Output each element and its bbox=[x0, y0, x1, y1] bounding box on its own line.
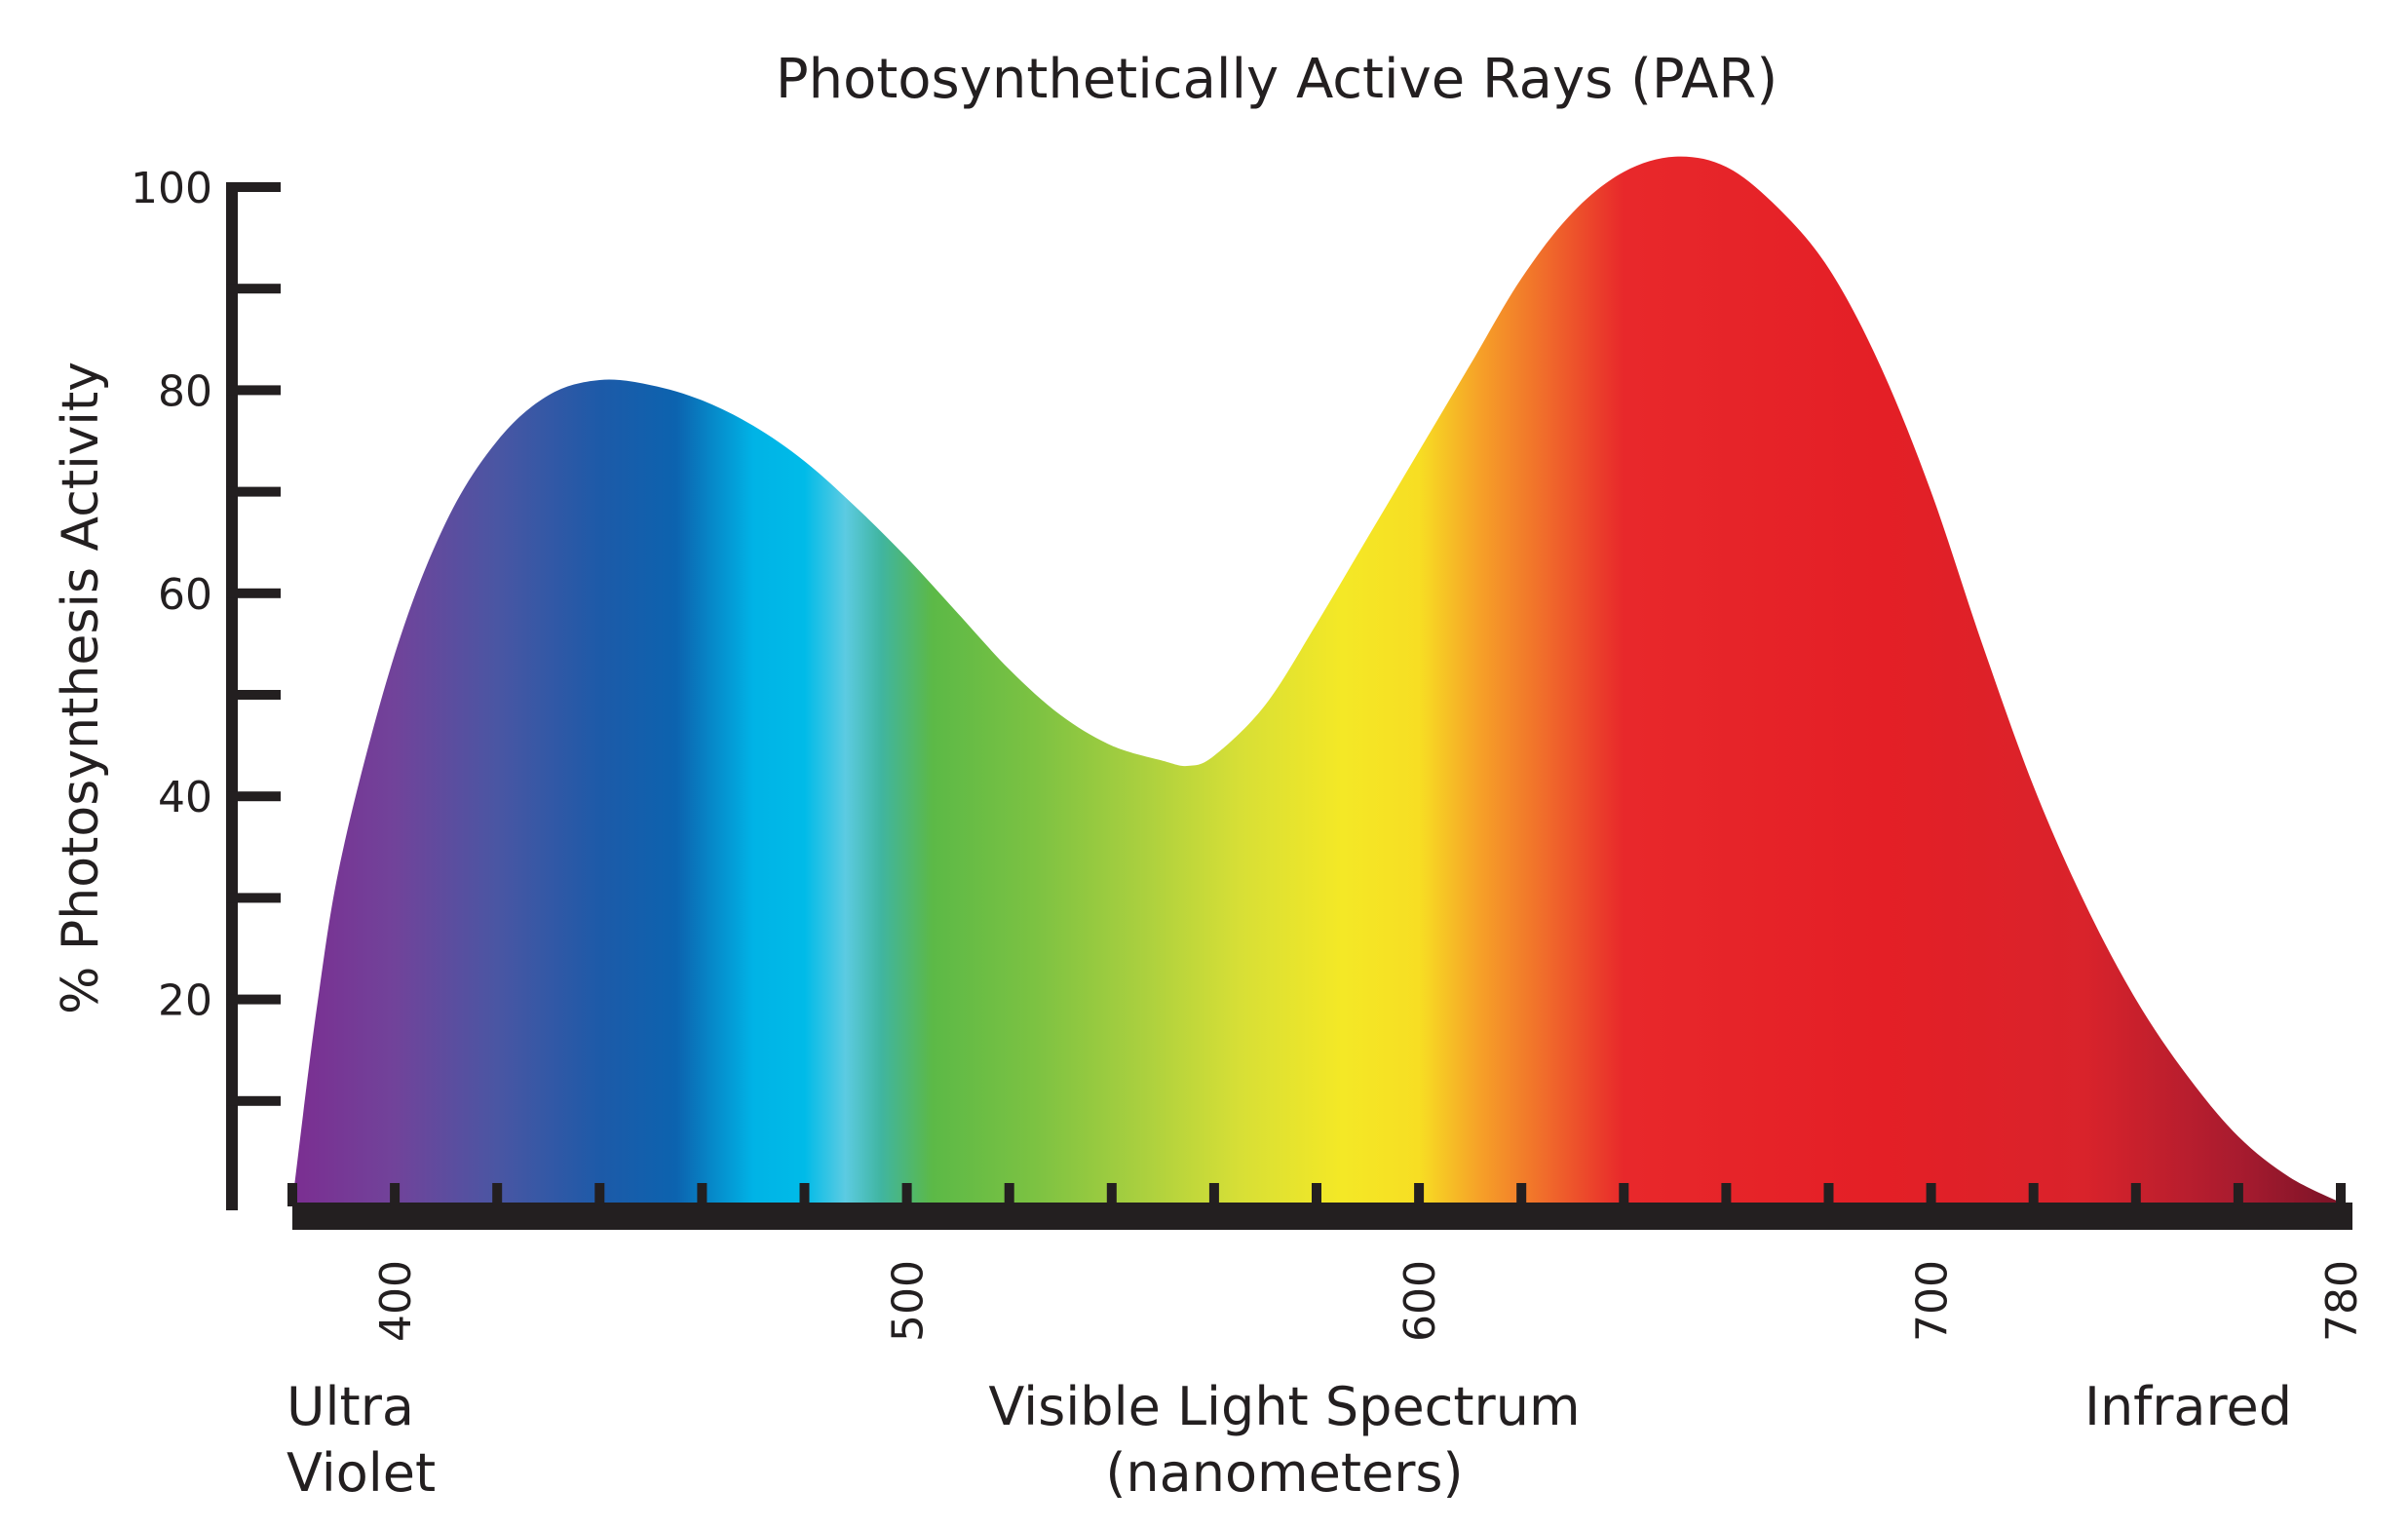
x-tick-720 bbox=[2028, 1183, 2039, 1206]
x-tick-460 bbox=[697, 1183, 707, 1206]
ultra-violet-label-line-2: Violet bbox=[287, 1442, 436, 1504]
x-tick-420 bbox=[492, 1183, 503, 1206]
x-axis-label-line-2: (nanometers) bbox=[1105, 1442, 1463, 1504]
x-axis: 400 500 600 700 780 bbox=[287, 1183, 2367, 1342]
x-tick-label-700: 700 bbox=[1908, 1260, 1958, 1342]
x-tick-400 bbox=[390, 1183, 401, 1206]
spectrum-area bbox=[292, 156, 2341, 1203]
x-tick-620 bbox=[1516, 1183, 1527, 1206]
x-tick-600 bbox=[1414, 1183, 1425, 1206]
x-tick-label-400: 400 bbox=[371, 1260, 421, 1342]
chart-title: Photosynthetically Active Rays (PAR) bbox=[776, 48, 1777, 111]
y-tick-60 bbox=[226, 588, 281, 598]
ultra-violet-label-line-1: Ultra bbox=[287, 1376, 414, 1437]
y-tick-80 bbox=[226, 385, 281, 396]
y-tick-90 bbox=[226, 284, 281, 294]
x-tick-label-780: 780 bbox=[2317, 1260, 2367, 1342]
y-tick-label-40: 40 bbox=[158, 773, 212, 822]
x-tick-480 bbox=[799, 1183, 810, 1206]
y-tick-100 bbox=[226, 182, 281, 192]
infrared-label: Infrared bbox=[2084, 1376, 2292, 1437]
x-tick-580 bbox=[1312, 1183, 1321, 1206]
x-tick-740 bbox=[2130, 1183, 2141, 1206]
x-tick-760 bbox=[2233, 1183, 2243, 1206]
x-tick-780 bbox=[2336, 1183, 2346, 1206]
x-tick-520 bbox=[1004, 1183, 1014, 1206]
x-tick-640 bbox=[1619, 1183, 1629, 1206]
x-tick-660 bbox=[1721, 1183, 1732, 1206]
x-axis-line bbox=[292, 1203, 2352, 1230]
y-tick-50 bbox=[226, 690, 281, 700]
x-axis-label-line-1: Visible Light Spectrum bbox=[988, 1376, 1580, 1437]
y-axis-label: % Photosynthesis Activity bbox=[52, 362, 110, 1014]
y-tick-20 bbox=[226, 994, 281, 1005]
y-axis: 20 40 60 80 100 bbox=[131, 164, 281, 1210]
x-tick-380 bbox=[287, 1183, 297, 1206]
x-tick-700 bbox=[1926, 1183, 1936, 1206]
y-tick-label-20: 20 bbox=[158, 976, 212, 1026]
x-tick-label-600: 600 bbox=[1395, 1260, 1445, 1342]
y-tick-label-60: 60 bbox=[158, 570, 212, 620]
x-tick-440 bbox=[594, 1183, 605, 1206]
y-tick-70 bbox=[226, 486, 281, 497]
x-tick-560 bbox=[1208, 1183, 1219, 1206]
x-tick-label-500: 500 bbox=[884, 1260, 934, 1342]
y-tick-label-100: 100 bbox=[131, 164, 212, 213]
y-tick-30 bbox=[226, 893, 281, 903]
y-tick-40 bbox=[226, 791, 281, 802]
x-tick-540 bbox=[1106, 1183, 1117, 1206]
x-tick-500 bbox=[901, 1183, 912, 1206]
y-tick-10 bbox=[226, 1095, 281, 1106]
y-tick-label-80: 80 bbox=[158, 366, 212, 416]
x-tick-680 bbox=[1823, 1183, 1834, 1206]
